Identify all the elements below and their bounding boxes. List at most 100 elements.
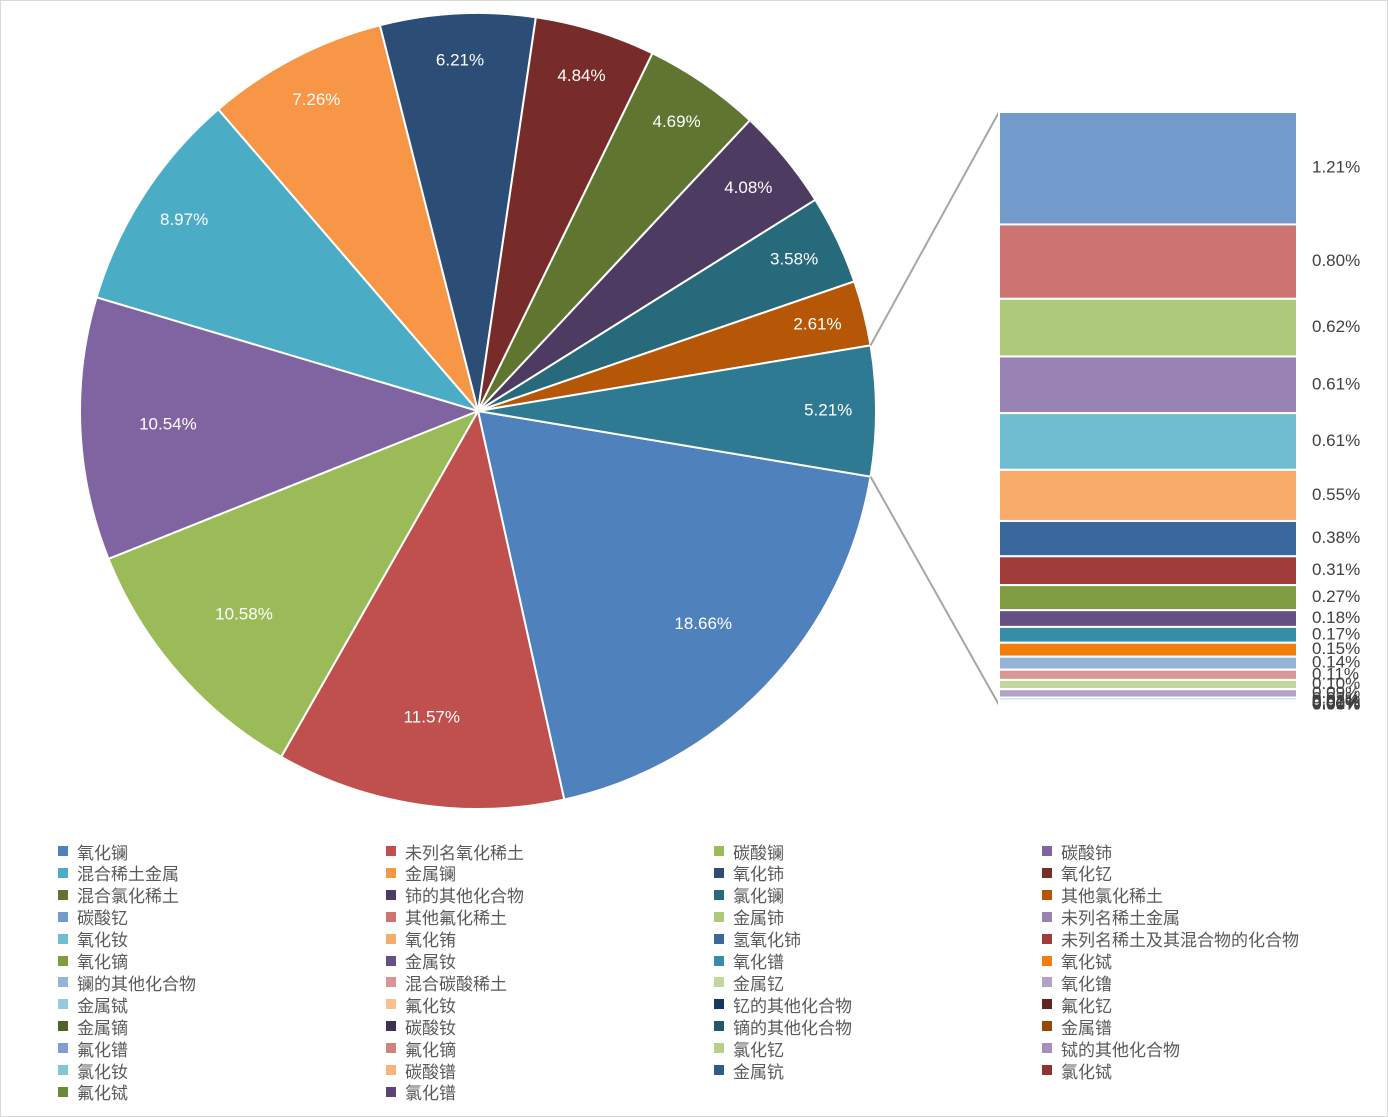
pie-data-label: 6.21% bbox=[436, 51, 484, 70]
pie-slice bbox=[216, 24, 479, 412]
bar-data-label: 0.38% bbox=[1312, 528, 1360, 547]
legend-item: 氢氧化铈 bbox=[714, 928, 801, 951]
legend-label: 金属钪 bbox=[733, 1062, 784, 1083]
bar-data-label: 1.21% bbox=[1312, 158, 1360, 177]
legend-item: 金属铈 bbox=[714, 906, 784, 929]
legend-label: 氧化镥 bbox=[1061, 974, 1112, 995]
legend-label: 其他氯化稀土 bbox=[1061, 887, 1163, 908]
legend-label: 金属钕 bbox=[405, 953, 456, 973]
bar-data-label: 0.00% bbox=[1312, 694, 1360, 713]
pie-data-label: 2.61% bbox=[793, 314, 841, 333]
pie-slice bbox=[107, 409, 481, 759]
legend-item: 氧化镥 bbox=[1042, 971, 1112, 995]
legend-item: 未列名氧化稀土 bbox=[386, 840, 524, 864]
legend-swatch bbox=[386, 1021, 396, 1032]
legend-label: 混合碳酸稀土 bbox=[405, 974, 507, 995]
pie-data-label: 11.57% bbox=[404, 707, 460, 726]
bar-segment bbox=[998, 668, 1298, 681]
pie-slice bbox=[79, 296, 482, 561]
legend-swatch bbox=[714, 1065, 724, 1075]
legend-item: 碳酸钇 bbox=[58, 906, 128, 930]
legend-item: 氧化铕 bbox=[386, 928, 456, 952]
connector-line-bottom bbox=[869, 476, 1000, 706]
bar-segment bbox=[998, 678, 1298, 691]
legend-swatch bbox=[58, 867, 68, 878]
legend-item: 氟化镝 bbox=[386, 1037, 456, 1061]
legend-swatch bbox=[714, 846, 724, 856]
bar-segment bbox=[998, 688, 1298, 699]
legend-swatch bbox=[714, 1043, 724, 1054]
pie-slice bbox=[476, 409, 872, 801]
pie-slice-other bbox=[477, 344, 877, 478]
legend-label: 氧化镧 bbox=[77, 843, 128, 864]
legend-swatch bbox=[386, 889, 396, 900]
legend-label: 铈的其他化合物 bbox=[405, 887, 524, 908]
legend-swatch bbox=[58, 911, 68, 922]
bar-segment bbox=[998, 555, 1298, 587]
bar-data-label: 0.01% bbox=[1312, 693, 1360, 712]
legend-label: 未列名稀土及其混合物的化合物 bbox=[1061, 931, 1299, 952]
bar-data-label: 0.27% bbox=[1312, 587, 1360, 606]
legend-label: 氟化镨 bbox=[77, 1040, 128, 1061]
pie-data-label: 4.08% bbox=[724, 178, 772, 197]
legend-label: 氯化钇 bbox=[733, 1040, 784, 1061]
bar-segment bbox=[998, 609, 1298, 628]
legend-label: 碳酸镨 bbox=[405, 1062, 456, 1083]
bar-segment bbox=[998, 297, 1298, 358]
legend-item: 混合碳酸稀土 bbox=[386, 971, 507, 995]
legend-item: 其他氟化稀土 bbox=[386, 906, 507, 929]
legend-item: 混合氯化稀土 bbox=[58, 884, 179, 907]
legend-swatch bbox=[386, 846, 396, 856]
legend-label: 钇的其他化合物 bbox=[733, 996, 852, 1017]
legend-item: 氧化钕 bbox=[58, 928, 128, 951]
connector-line-top bbox=[869, 111, 1000, 346]
legend-swatch bbox=[1042, 911, 1052, 922]
legend-label: 碳酸钇 bbox=[77, 909, 128, 930]
legend-label: 氧化铽 bbox=[1061, 953, 1112, 973]
bar-segment bbox=[998, 468, 1298, 522]
legend-item: 混合稀土金属 bbox=[58, 862, 179, 885]
legend-label: 氯化铽 bbox=[1061, 1062, 1112, 1083]
bar-data-label: 0.00% bbox=[1312, 694, 1360, 713]
legend-swatch bbox=[714, 911, 724, 922]
legend-swatch bbox=[1042, 867, 1052, 878]
bar-data-label: 0.00% bbox=[1312, 694, 1360, 713]
bar-data-label: 0.31% bbox=[1312, 560, 1360, 579]
legend-swatch bbox=[58, 1043, 68, 1054]
legend-item: 碳酸镧 bbox=[714, 840, 784, 864]
legend-label: 金属镝 bbox=[77, 1018, 128, 1039]
pie-data-label: 7.26% bbox=[292, 90, 340, 109]
legend-swatch bbox=[714, 1021, 724, 1032]
legend-item: 氯化镨 bbox=[386, 1081, 456, 1104]
legend-item: 氧化钇 bbox=[1042, 862, 1112, 886]
legend-label: 氧化铕 bbox=[405, 931, 456, 952]
legend-item: 其他氯化稀土 bbox=[1042, 884, 1163, 908]
legend-item: 氯化钇 bbox=[714, 1037, 784, 1061]
bar-data-label: 0.02% bbox=[1312, 691, 1360, 710]
legend-swatch bbox=[58, 977, 68, 988]
bar-data-label: 0.01% bbox=[1312, 694, 1360, 713]
legend-label: 镝的其他化合物 bbox=[733, 1018, 852, 1039]
legend-swatch bbox=[58, 955, 68, 966]
legend-swatch bbox=[58, 1086, 68, 1097]
legend-item: 未列名稀土及其混合物的化合物 bbox=[1042, 928, 1299, 952]
legend-label: 金属镨 bbox=[1061, 1018, 1112, 1039]
legend-swatch bbox=[386, 911, 396, 922]
legend-label: 氯化镧 bbox=[733, 887, 784, 908]
bar-data-label: 0.00% bbox=[1312, 694, 1360, 713]
legend-item: 金属铽 bbox=[58, 993, 128, 1017]
pie-data-label: 18.66% bbox=[674, 614, 732, 633]
legend-swatch bbox=[714, 999, 724, 1010]
legend: 氧化镧 未列名氧化稀土 碳酸镧 碳酸铈 混合稀土金属 金属镧 氧化铈 氧化钇 混合氯化稀土 铈的其… bbox=[58, 840, 1378, 1110]
legend-label: 未列名稀土金属 bbox=[1061, 909, 1180, 930]
legend-label: 氧化钇 bbox=[1061, 865, 1112, 886]
legend-label: 碳酸镧 bbox=[733, 843, 784, 864]
pie-slice bbox=[95, 107, 481, 413]
legend-label: 氧化镨 bbox=[733, 953, 784, 973]
legend-label: 氧化铈 bbox=[733, 865, 784, 886]
bar-segment bbox=[998, 584, 1298, 612]
bar-data-label: 0.00% bbox=[1312, 694, 1360, 713]
legend-swatch bbox=[1042, 999, 1052, 1010]
legend-swatch bbox=[386, 1086, 396, 1097]
legend-swatch bbox=[386, 1065, 396, 1075]
